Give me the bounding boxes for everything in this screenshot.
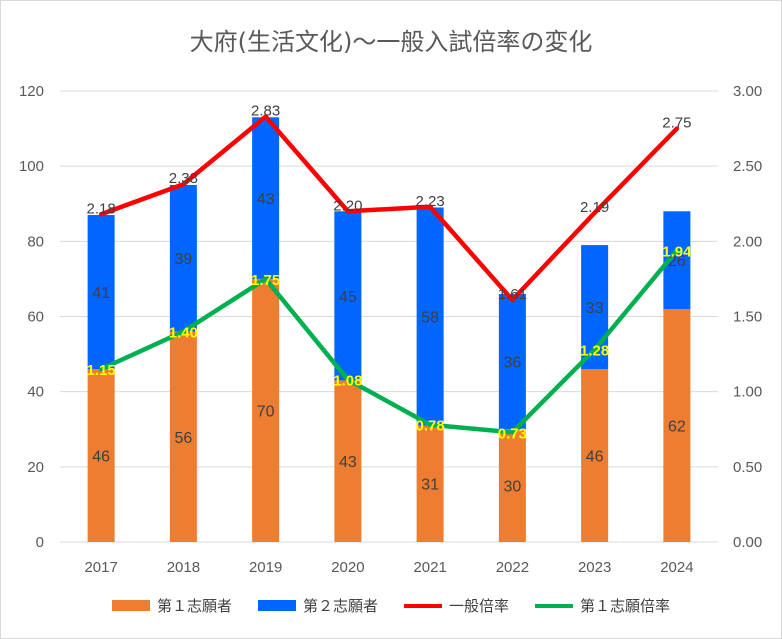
bar-label-series-2: 33 (586, 300, 604, 317)
bar-series-2 (169, 184, 197, 332)
bar-series-1 (252, 278, 280, 542)
line-label-series-3: 2.75 (662, 115, 691, 132)
bars (87, 117, 691, 542)
legend-label-series-2: 第２志願者 (302, 597, 378, 615)
axes: 0 20 40 60 80 100 120 0.00 0.50 1.00 1.50 2.00 2.50 3… (19, 83, 762, 576)
right-axis-tick-label: 2.00 (733, 233, 762, 250)
bar-series-2 (334, 211, 362, 381)
right-axis-tick-label: 0.00 (733, 534, 762, 551)
line-label-series-3: 2.83 (251, 103, 280, 120)
x-axis-tick-label: 2020 (331, 559, 364, 576)
right-axis-tick-label: 2.50 (733, 158, 762, 175)
legend-label-series-3: 一般倍率 (449, 597, 510, 615)
bar-series-2 (498, 293, 526, 430)
bar-series-1 (581, 369, 609, 542)
line-label-series-4: 1.08 (333, 373, 362, 390)
line-label-series-3: 1.61 (498, 286, 527, 303)
right-axis-tick-label: 0.50 (733, 459, 762, 476)
bar-series-2 (416, 207, 444, 426)
line-label-series-4: 1.15 (87, 362, 116, 379)
x-axis-tick-label: 2023 (578, 559, 611, 576)
bar-series-2 (87, 215, 115, 370)
legend-label-series-1: 第１志願者 (156, 597, 232, 615)
line-label-series-3: 2.38 (169, 170, 198, 187)
line-label-series-4: 0.78 (416, 418, 445, 435)
bar-label-series-1: 31 (421, 477, 439, 494)
bar-label-series-2: 45 (339, 289, 357, 306)
bar-label-series-1: 30 (503, 479, 521, 496)
x-axis-tick-label: 2021 (413, 559, 446, 576)
x-axis-tick-label: 2018 (167, 559, 200, 576)
left-axis-tick-label: 0 (36, 534, 44, 551)
x-axis-tick-label: 2022 (496, 559, 529, 576)
line-label-series-4: 0.73 (498, 425, 527, 442)
bar-label-series-2: 41 (92, 285, 110, 302)
x-axis-tick-label: 2017 (84, 559, 117, 576)
bar-series-1 (87, 369, 115, 542)
lines (98, 114, 680, 435)
chart-title: 大府(生活文化)～一般入試倍率の変化 (189, 28, 593, 56)
line-series-3 (98, 114, 680, 303)
legend-item-series-4[interactable]: 第１志願倍率 (535, 595, 670, 616)
data-labels: 46 41 56 39 70 43 43 45 31 58 30 36 46 33 62 26 2.18 2.38… (87, 103, 693, 496)
bar-label-series-2: 39 (174, 251, 192, 268)
left-axis-tick-label: 20 (27, 459, 44, 476)
bar-label-series-1: 70 (257, 403, 275, 420)
bar-label-series-2: 43 (257, 191, 275, 208)
bar-series-1 (169, 331, 197, 542)
line-series-4 (98, 248, 680, 435)
legend-swatch-series-3 (404, 603, 442, 608)
legend: 第１志願者 第２志願者 一般倍率 第１志願倍率 (0, 595, 782, 616)
x-axis-tick-label: 2019 (249, 559, 282, 576)
legend-swatch-series-2 (257, 600, 296, 611)
line-label-series-3: 2.23 (416, 193, 445, 210)
left-axis-tick-label: 40 (27, 384, 44, 401)
bar-label-series-2: 26 (668, 253, 686, 270)
line-label-series-3: 2.20 (333, 197, 362, 214)
bar-series-1 (498, 429, 526, 542)
legend-label-series-4: 第１志願倍率 (580, 597, 671, 615)
x-axis-tick-label: 2024 (660, 559, 693, 576)
left-axis-tick-label: 100 (19, 158, 44, 175)
line-label-series-3: 2.18 (87, 200, 116, 217)
bar-series-1 (663, 308, 691, 542)
legend-item-series-2[interactable]: 第２志願者 (257, 595, 378, 616)
legend-swatch-series-1 (111, 600, 150, 611)
right-axis-tick-label: 1.50 (733, 309, 762, 326)
left-axis-tick-label: 60 (27, 309, 44, 326)
left-axis-tick-label: 80 (27, 233, 44, 250)
line-label-series-4: 1.28 (580, 343, 609, 360)
gridlines (60, 90, 718, 543)
bar-series-1 (334, 380, 362, 542)
bar-label-series-1: 46 (92, 449, 110, 466)
left-axis-tick-label: 120 (19, 83, 44, 100)
bar-label-series-1: 62 (668, 418, 686, 435)
bar-label-series-2: 36 (503, 355, 521, 372)
line-label-series-4: 1.75 (251, 272, 280, 289)
bar-label-series-1: 46 (586, 449, 604, 466)
bar-series-1 (416, 425, 444, 542)
line-label-series-4: 1.94 (662, 243, 692, 260)
legend-item-series-1[interactable]: 第１志願者 (111, 595, 232, 616)
bar-label-series-1: 43 (339, 454, 357, 471)
bar-series-2 (252, 117, 280, 279)
right-axis-tick-label: 3.00 (733, 83, 762, 100)
legend-item-series-3[interactable]: 一般倍率 (404, 595, 509, 616)
line-label-series-3: 2.19 (580, 199, 609, 216)
line-label-series-4: 1.40 (169, 325, 198, 342)
right-axis-tick-label: 1.00 (733, 384, 762, 401)
legend-swatch-series-4 (535, 603, 574, 608)
bar-label-series-2: 58 (421, 310, 439, 327)
bar-label-series-1: 56 (174, 430, 192, 447)
